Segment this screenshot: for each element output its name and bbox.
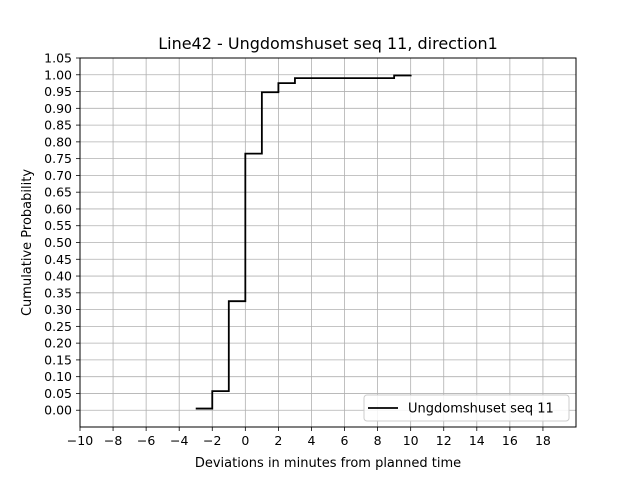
y-tick-label: 0.10 [44,369,72,384]
y-tick-label: 0.65 [44,185,72,200]
y-tick-label: 0.30 [44,302,72,317]
chart-title: Line42 - Ungdomshuset seq 11, direction1 [158,34,498,53]
x-tick-label: 0 [241,433,249,448]
y-tick-label: 0.50 [44,235,72,250]
y-tick-label: 0.80 [44,134,72,149]
x-tick-label: 4 [307,433,315,448]
x-tick-label: 18 [535,433,551,448]
y-tick-label: 0.45 [44,252,72,267]
y-tick-label: 0.55 [44,218,72,233]
x-tick-label: −6 [137,433,155,448]
x-tick-label: −10 [67,433,93,448]
series-line-0 [195,74,412,410]
y-tick-label: 1.00 [44,67,72,82]
x-tick-label: −2 [203,433,221,448]
y-tick-label: 0.40 [44,269,72,284]
series-layer [195,74,412,410]
y-tick-label: 0.15 [44,352,72,367]
y-tick-label: 1.05 [44,51,72,66]
y-tick-label: 0.35 [44,285,72,300]
x-axis-ticks: −10 −8 −6 −4 −2 0 2 4 6 8 10 12 14 16 18 [67,427,551,448]
x-axis-label: Deviations in minutes from planned time [195,456,461,471]
legend-box [363,394,570,422]
y-tick-label: 0.85 [44,118,72,133]
x-tick-label: 2 [274,433,282,448]
y-tick-label: 0.25 [44,319,72,334]
y-tick-label: 0.60 [44,201,72,216]
x-tick-label: 16 [502,433,518,448]
y-tick-label: 0.95 [44,84,72,99]
legend-label-ungdomshuset: Ungdomshuset seq 11 [408,402,554,417]
y-tick-label: 0.00 [44,403,72,418]
x-tick-label: −8 [104,433,122,448]
y-tick-label: 0.05 [44,386,72,401]
x-tick-label: 10 [403,433,419,448]
x-tick-label: 14 [469,433,485,448]
x-tick-label: −4 [170,433,188,448]
y-tick-label: 0.20 [44,336,72,351]
y-tick-label: 0.75 [44,151,72,166]
legend: Ungdomshuset seq 11 [363,394,570,422]
y-axis-label: Cumulative Probability [20,169,35,316]
x-tick-label: 8 [374,433,382,448]
x-tick-label: 6 [341,433,349,448]
y-tick-label: 0.90 [44,101,72,116]
y-axis-ticks: 0.00 0.05 0.10 0.150.20 0.25 0.30 0.350.40 0.45… [44,51,80,418]
y-tick-label: 0.70 [44,168,72,183]
x-tick-label: 12 [436,433,452,448]
grid-lines [79,57,576,427]
